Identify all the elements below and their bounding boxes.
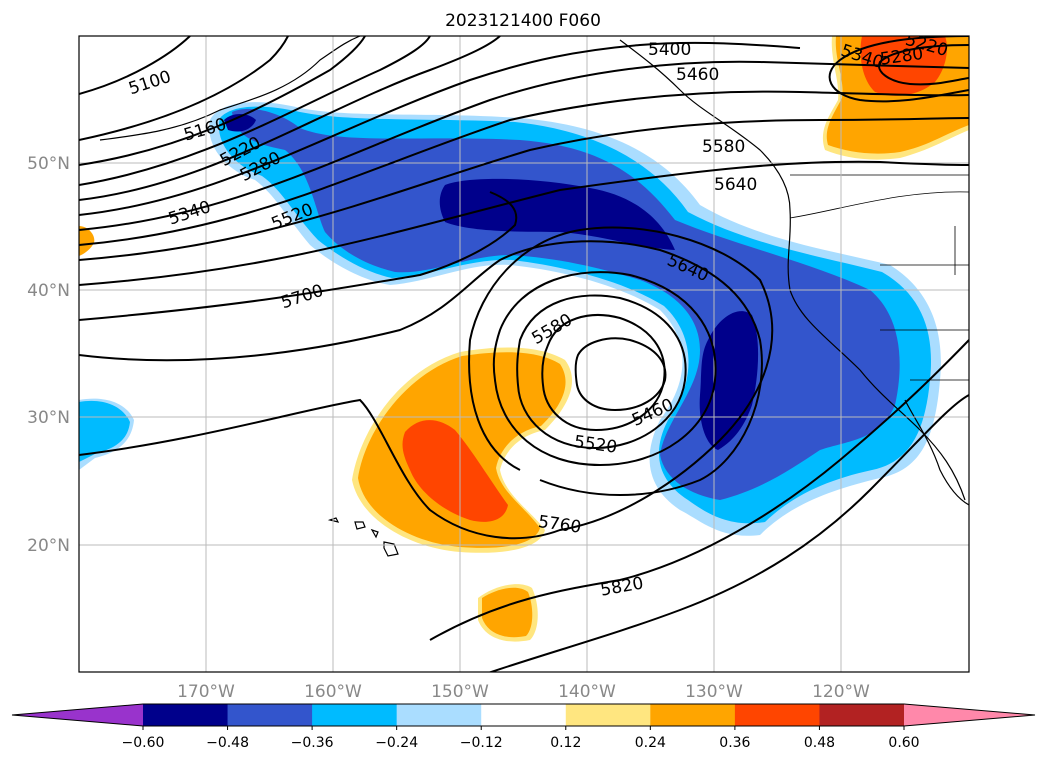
colorbar-segment <box>312 704 398 726</box>
colorbar-segment <box>396 704 482 726</box>
lon-label: 160°W <box>304 682 362 702</box>
latitude-labels: 50°N 40°N 30°N 20°N <box>27 154 70 556</box>
map-frame <box>78 35 970 673</box>
contour-label: 5460 <box>676 65 719 85</box>
colorbar-segment <box>143 704 229 726</box>
anomaly-fill-navy-small <box>224 114 256 132</box>
coastline-alaska <box>99 36 361 141</box>
colorbar-tick-label: 0.60 <box>888 735 919 751</box>
contour-label: 5400 <box>648 40 691 60</box>
lon-label: 130°W <box>685 682 743 702</box>
anomaly-fill-orange-west <box>79 226 95 256</box>
colorbar-segment <box>481 704 567 726</box>
colorbar: −0.60 −0.48 −0.36 −0.24 −0.12 0.12 0.24 0.36 0.4… <box>11 703 1036 751</box>
colorbar-tick-label: −0.36 <box>291 735 334 751</box>
lon-label: 120°W <box>812 682 870 702</box>
colorbar-extend-high <box>904 704 1035 726</box>
colorbar-tick-label: 0.36 <box>719 735 750 751</box>
colorbar-segment <box>565 704 651 726</box>
colorbar-segment <box>650 704 736 726</box>
anomaly-fill-cyan-west-inner <box>79 400 130 462</box>
colorbar-extend-low <box>12 704 143 726</box>
lat-label: 50°N <box>27 154 70 174</box>
contour-label: 5580 <box>702 137 745 157</box>
lat-label: 40°N <box>27 281 70 301</box>
map-title: 2023121400 F060 <box>445 11 601 31</box>
map-content: 5100 5160 5220 5280 5340 5520 5700 5400 … <box>79 36 969 672</box>
contour-label: 5640 <box>714 175 757 195</box>
lat-label: 20°N <box>27 536 70 556</box>
colorbar-segment <box>734 704 820 726</box>
colorbar-segment <box>227 704 313 726</box>
anomaly-fill-red <box>402 420 508 522</box>
lat-label: 30°N <box>27 408 70 428</box>
height-contours <box>79 36 969 672</box>
lon-label: 150°W <box>431 682 489 702</box>
anomaly-fill-orange-small <box>482 587 533 638</box>
colorbar-tick-label: −0.24 <box>375 735 418 751</box>
colorbar-segment <box>819 704 905 726</box>
gridlines <box>79 36 969 672</box>
lon-label: 170°W <box>177 682 235 702</box>
colorbar-tick-label: −0.12 <box>460 735 503 751</box>
colorbar-tick-label: 0.12 <box>550 735 581 751</box>
state-borders <box>789 174 969 381</box>
coastline-north-america <box>619 39 966 501</box>
lon-label: 140°W <box>558 682 616 702</box>
longitude-labels: 170°W 160°W 150°W 140°W 130°W 120°W <box>177 682 870 702</box>
colorbar-tick-label: −0.48 <box>206 735 249 751</box>
colorbar-tick-label: −0.60 <box>122 735 165 751</box>
colorbar-tick-label: 0.48 <box>804 735 835 751</box>
colorbar-tick-label: 0.24 <box>635 735 666 751</box>
